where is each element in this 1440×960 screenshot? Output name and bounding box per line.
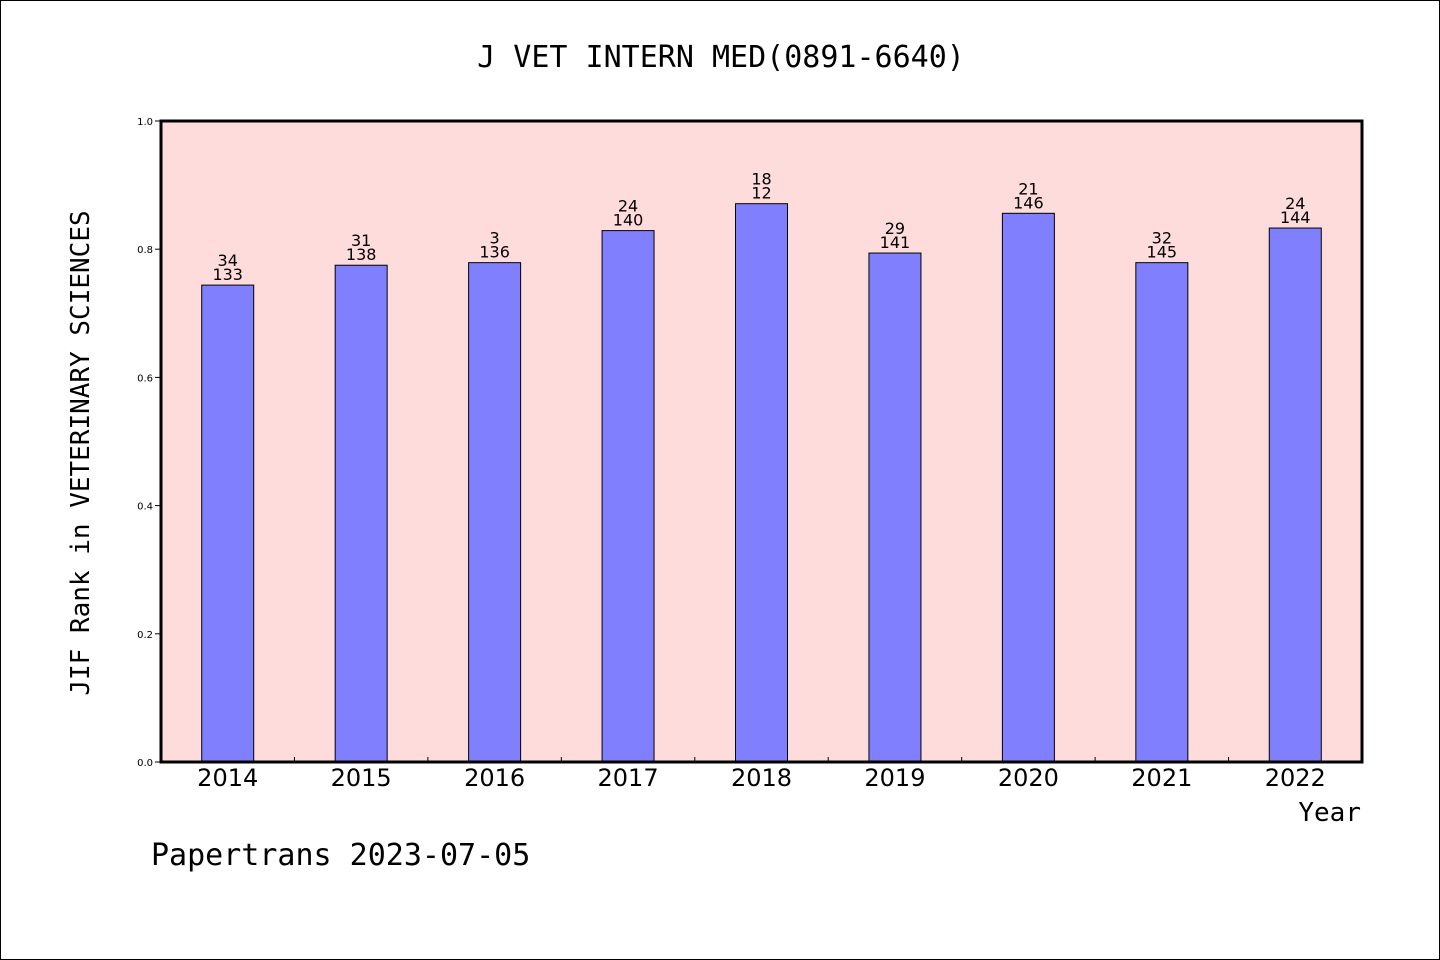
bar-2020 [1001,212,1055,763]
y-tick-label: 0.2 [137,630,153,641]
x-tick-label: 2022 [1265,764,1326,792]
data-label-total: 144 [1280,208,1311,227]
x-tick-label: 2015 [331,764,392,792]
bar-2018 [735,203,788,763]
data-label-total: 136 [479,243,510,262]
x-axis-label: Year [1298,798,1361,828]
data-label-total: 140 [613,211,644,230]
y-tick-label: 0.4 [137,502,153,513]
bar-2022 [1268,227,1322,763]
data-label-total: 141 [880,233,911,252]
bar-2017 [601,230,655,763]
data-label-total: 12 [751,184,771,203]
x-tick-label: 2018 [731,764,792,792]
data-label-rank: 29 [885,219,905,238]
data-labels-group: 3413331138313624140181229141211463214524… [212,170,1310,284]
x-tick-label: 2016 [464,764,525,792]
x-tick-label: 2014 [197,764,258,792]
y-axis-label: JIF Rank in VETERINARY SCIENCES [66,210,96,695]
data-label-total: 145 [1147,243,1178,262]
data-label-rank: 24 [1285,194,1305,213]
data-label-rank: 32 [1152,229,1172,248]
data-label-rank: 34 [218,251,238,270]
data-label-rank: 24 [618,197,638,216]
chart-title: J VET INTERN MED(0891-6640) [477,40,965,75]
y-tick-label: 0.0 [137,758,153,769]
data-label-total: 133 [212,265,243,284]
plot-frame [159,119,1364,764]
data-label-rank: 21 [1018,179,1038,198]
data-label-rank: 31 [351,231,371,250]
x-tick-label: 2019 [864,764,925,792]
x-tick-label: 2020 [998,764,1059,792]
axis-ticks-group: 0.0 0.2 0.4 0.6 0.8 1.0 2014 2015 2016 2017 2018 20… [137,117,1326,792]
y-tick-label: 1.0 [137,117,153,128]
bar-2015 [334,264,388,763]
x-tick-label: 2017 [598,764,659,792]
y-tick-label: 0.6 [137,373,153,384]
bar-2021 [1135,262,1189,763]
data-label-rank: 3 [490,229,500,248]
footer-text: Papertrans 2023-07-05 [151,838,530,873]
data-label-rank: 18 [751,170,771,189]
bar-2014 [201,284,255,763]
y-tick-label: 0.8 [137,245,153,256]
data-label-total: 146 [1013,193,1044,212]
data-label-total: 138 [346,245,377,264]
x-tick-label: 2021 [1131,764,1192,792]
bar-2016 [468,262,522,763]
bars-group [201,203,1322,763]
bar-2019 [868,252,922,763]
